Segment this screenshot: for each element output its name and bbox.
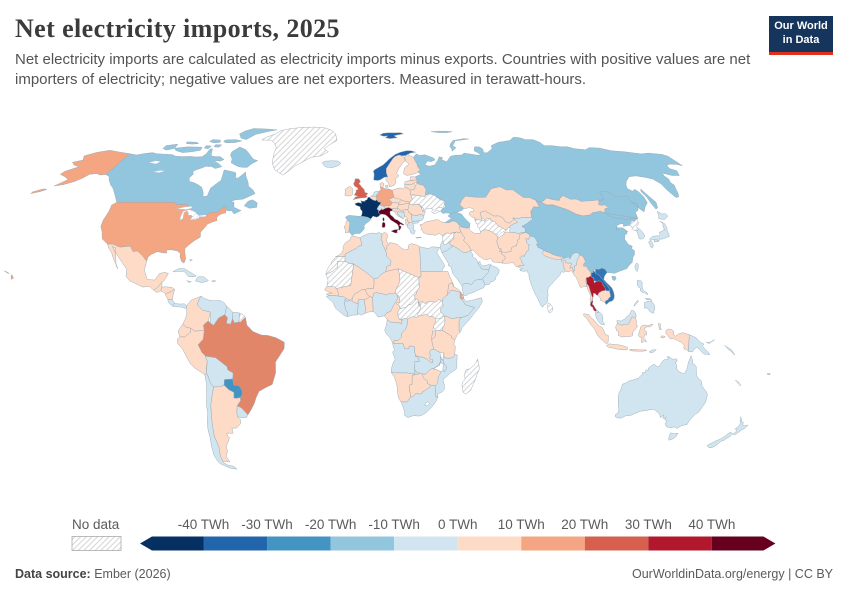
svg-text:10 TWh: 10 TWh bbox=[498, 517, 545, 532]
svg-text:40 TWh: 40 TWh bbox=[688, 517, 735, 532]
svg-text:-40 TWh: -40 TWh bbox=[178, 517, 230, 532]
svg-text:-30 TWh: -30 TWh bbox=[241, 517, 293, 532]
svg-text:-10 TWh: -10 TWh bbox=[368, 517, 420, 532]
svg-text:30 TWh: 30 TWh bbox=[625, 517, 672, 532]
svg-text:20 TWh: 20 TWh bbox=[561, 517, 608, 532]
svg-text:-20 TWh: -20 TWh bbox=[305, 517, 357, 532]
svg-text:0 TWh: 0 TWh bbox=[438, 517, 478, 532]
